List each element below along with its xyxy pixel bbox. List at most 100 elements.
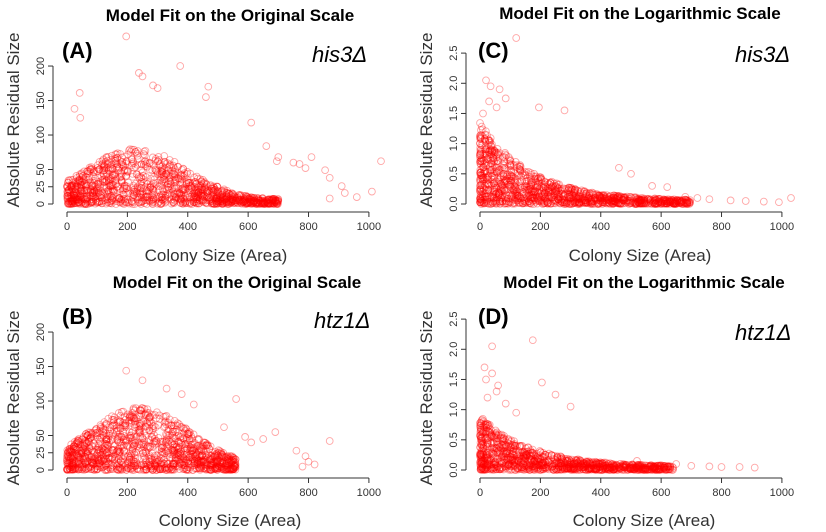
data-point [137,200,145,208]
data-point [263,199,272,208]
y-tick-label: 100 [35,392,47,410]
data-point [113,182,122,191]
data-point [197,186,206,194]
data-point [100,164,109,173]
data-point [539,197,548,206]
data-point [162,170,171,179]
data-point [496,197,504,206]
data-point [262,198,270,206]
data-point [225,200,233,208]
data-point [90,176,98,185]
data-point [557,186,566,195]
data-point [113,149,122,158]
data-point [585,197,594,206]
data-point [189,198,198,207]
data-point [198,191,207,200]
data-point [138,197,147,206]
data-point [219,194,227,203]
data-point [499,172,508,180]
data-point [214,197,222,206]
data-point [214,199,223,208]
data-point [141,196,150,204]
data-point [479,163,487,172]
data-point [133,155,142,164]
data-point [259,199,267,208]
data-point [154,198,163,207]
data-point [104,164,113,172]
data-point [145,193,154,202]
data-point [115,194,123,203]
data-point [113,160,122,169]
data-point [227,192,236,201]
data-point [64,191,73,200]
data-point [594,198,603,207]
data-point [114,166,123,175]
panel-a: Model Fit on the Original Scale 0 200 400 6… [4,6,385,265]
y-tick-label: 0 [35,201,47,207]
data-point-outlier [176,62,185,70]
data-point-outlier [535,103,543,112]
data-point [82,195,90,204]
data-point-outlier [741,197,750,205]
y-tick-label: 1.0 [448,136,460,151]
data-point [83,180,91,189]
data-point [683,197,691,206]
data-point [136,190,144,198]
data-point [257,199,266,208]
data-point [197,180,206,189]
data-point [124,178,133,187]
data-point [88,181,97,190]
data-point [114,193,123,202]
data-point [82,186,91,195]
data-point [222,192,231,201]
data-point [226,199,235,207]
data-point [107,160,116,169]
data-point [210,183,218,192]
data-point [69,199,77,208]
data-point [268,195,277,204]
data-point [662,196,670,205]
data-point [500,185,509,193]
panel-a-xlabel: Colony Size (Area) [145,246,288,265]
data-point [83,186,91,195]
data-point [247,193,256,202]
data-point [85,163,94,172]
data-point [107,173,115,182]
data-point [517,182,525,190]
data-point [106,164,115,173]
data-point-outlier [292,446,301,455]
data-point-outlier [325,194,334,203]
data-point [257,196,266,205]
y-tick-label: 200 [35,323,47,341]
data-point [230,192,238,200]
data-point [255,196,264,205]
data-point [79,176,88,185]
data-point [77,169,86,178]
data-point [273,198,282,207]
data-point [190,186,199,194]
data-point [513,196,521,205]
data-point [98,160,107,168]
data-point [86,188,95,197]
data-point [166,177,175,186]
data-point [90,182,99,191]
data-point [177,194,186,203]
data-point [119,196,127,204]
data-point [79,190,88,199]
data-point [207,184,216,193]
data-point [481,193,490,201]
data-point [153,168,162,177]
data-point [112,200,120,208]
data-point [540,188,549,197]
data-point [72,195,81,203]
data-point [682,196,691,205]
data-point [217,197,225,206]
data-point [586,195,595,204]
data-point [243,199,252,208]
data-point [165,171,174,180]
data-point [103,163,111,172]
data-point-outlier [247,438,256,447]
data-point [516,177,524,186]
data-point [218,190,227,198]
data-point [604,194,613,203]
